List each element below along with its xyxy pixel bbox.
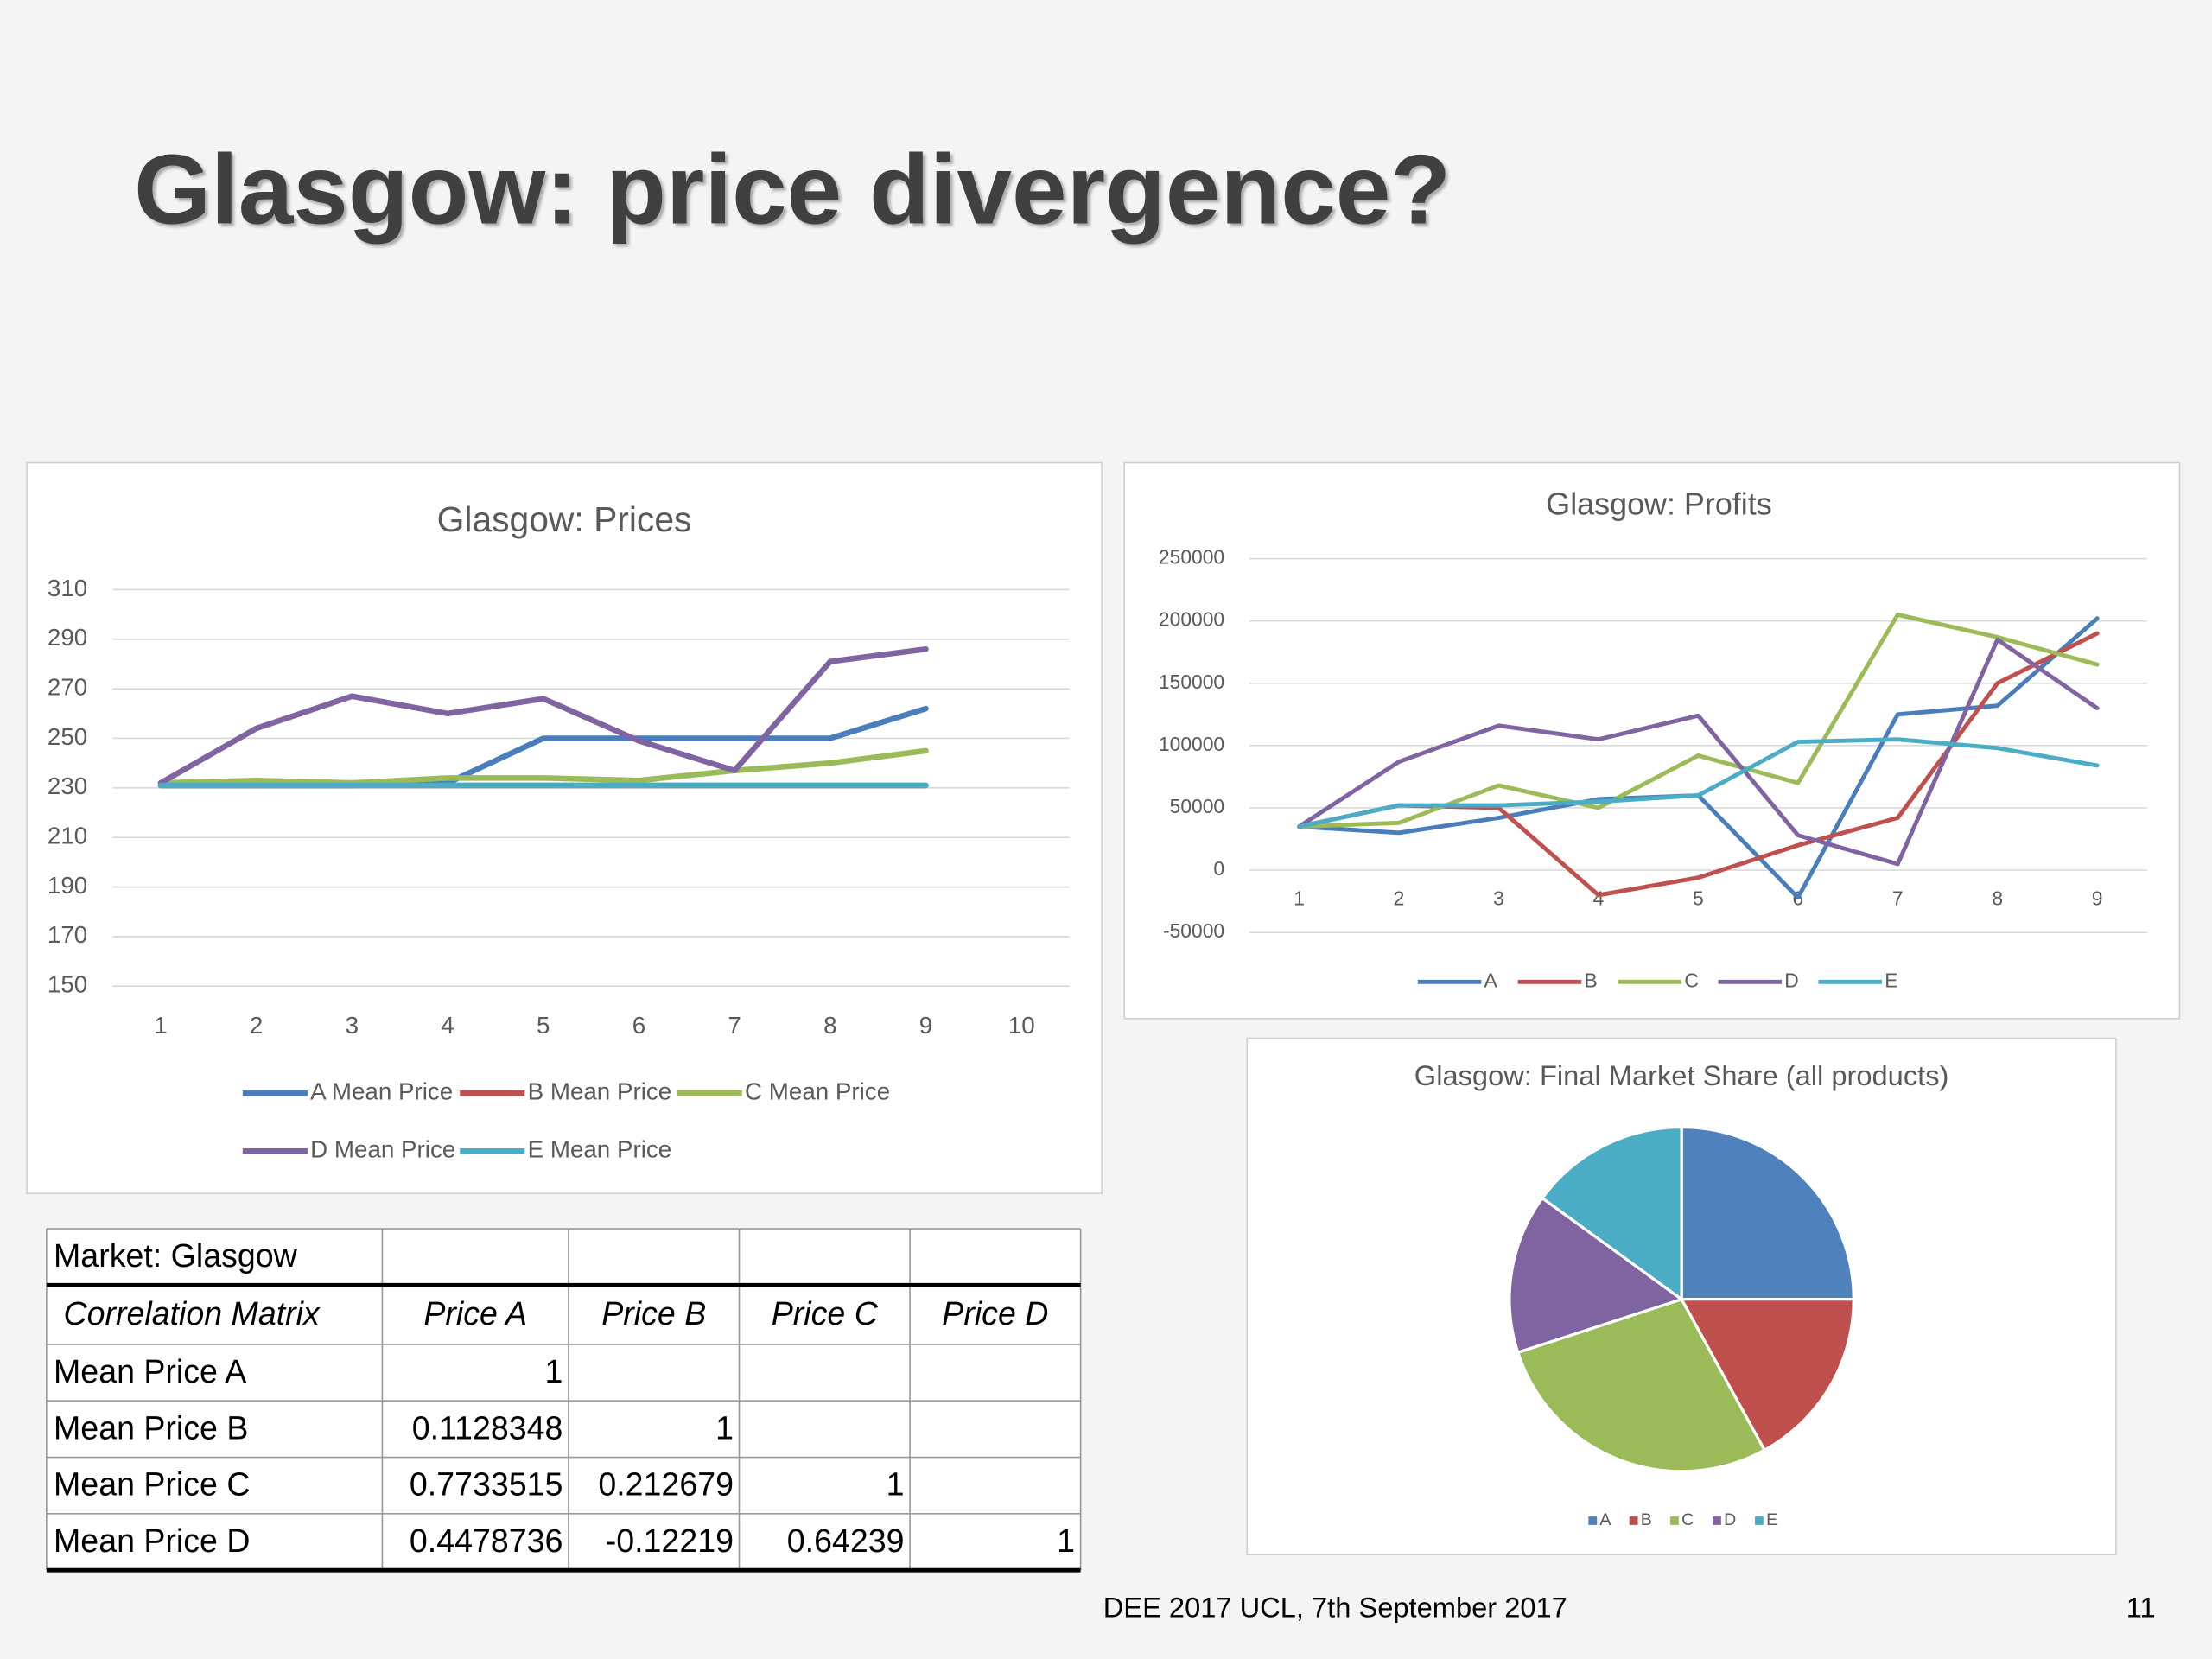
y-tick-label: 290 [48,624,87,651]
y-tick-label: 270 [48,673,87,700]
y-tick-label: 230 [48,772,87,799]
table-cell: 1 [545,1353,563,1389]
chart-title: Glasgow: Final Market Share (all product… [1414,1059,1949,1091]
legend-label: A [1484,969,1498,991]
x-tick-label: 2 [250,1012,263,1039]
x-tick-label: 10 [1008,1012,1035,1039]
column-header: Price D [942,1295,1048,1332]
x-tick-label: 4 [441,1012,454,1039]
slide-title: Glasgow: price divergence? [134,136,1451,245]
column-header: Price B [601,1295,706,1332]
table-cell: 1 [715,1409,734,1446]
x-tick-label: 3 [1493,887,1504,909]
legend-label: D [1724,1510,1736,1529]
legend-swatch [1629,1516,1638,1525]
y-tick-label: 310 [48,575,87,601]
pie-slice [1540,1125,1683,1302]
x-tick-label: 9 [919,1012,932,1039]
legend-label: B [1584,969,1597,991]
footer: DEE 2017 UCL, 7th September 2017 [1103,1591,1567,1623]
y-tick-label: 200000 [1159,608,1224,631]
table-cell: 0.212679 [598,1466,734,1503]
chart-title: Glasgow: Prices [437,499,692,539]
x-tick-label: 7 [1892,887,1904,909]
x-tick-label: 6 [632,1012,645,1039]
y-tick-label: 210 [48,823,87,849]
x-tick-label: 7 [728,1012,741,1039]
page-number: 11 [2126,1591,2156,1623]
y-tick-label: 50000 [1170,795,1225,817]
series-line [157,747,929,786]
chart-frame [1123,461,2181,1020]
legend-label: C [1684,969,1699,991]
y-tick-label: 150 [48,971,87,998]
x-tick-label: 2 [1394,887,1405,909]
row-label: Mean Price B [54,1409,248,1446]
x-tick-label: 1 [1294,887,1305,909]
legend-label: C [1681,1510,1694,1529]
legend-label: E Mean Price [528,1136,672,1163]
legend-label: A Mean Price [310,1078,453,1105]
x-tick-label: 9 [2092,887,2103,909]
table-cell: -0.12219 [606,1522,734,1559]
legend-label: E [1885,969,1897,991]
table-cell: 0.64239 [787,1522,905,1559]
table-cell: 0.7733515 [410,1466,563,1503]
table-cell: 0.4478736 [410,1522,563,1559]
column-header: Price A [423,1295,527,1332]
legend-swatch [1713,1516,1721,1525]
row-label: Mean Price C [54,1466,250,1503]
pie-slice [1508,1196,1685,1355]
row-label: Market: Glasgow [54,1237,298,1274]
column-header: Price C [772,1295,879,1332]
table-cell: 1 [1057,1522,1075,1559]
y-tick-label: 250000 [1159,546,1224,569]
x-tick-label: 8 [823,1012,836,1039]
table-cell: 1 [887,1466,905,1503]
row-label: Mean Price A [54,1353,246,1389]
series-line [1297,737,2100,830]
pie-slice [1679,1298,1855,1452]
y-tick-label: 250 [48,723,87,750]
legend-label: A [1599,1510,1611,1529]
legend-swatch [1588,1516,1598,1525]
series-line [1297,637,2100,867]
pie-slice [1680,1125,1855,1301]
x-tick-label: 5 [1693,887,1704,909]
legend-label: D Mean Price [310,1136,455,1163]
y-tick-label: 0 [1213,857,1224,880]
correlation-table: Market: Glasgow Correlation Matrix Price A… [46,1228,1082,1573]
y-tick-label: -50000 [1163,919,1224,942]
table-cell: 0.1128348 [412,1409,563,1446]
chart-title: Glasgow: Profits [1546,486,1771,522]
chart-frame [26,461,1103,1195]
row-label: Correlation Matrix [63,1295,321,1332]
y-tick-label: 100000 [1159,733,1224,755]
x-tick-label: 3 [346,1012,359,1039]
pie-slice [1516,1297,1767,1473]
legend-label: B Mean Price [528,1078,672,1105]
y-tick-label: 190 [48,872,87,899]
legend-label: C Mean Price [745,1078,890,1105]
legend-swatch [1755,1516,1764,1525]
row-label: Mean Price D [54,1522,250,1559]
legend-label: D [1784,969,1799,991]
series-line [157,645,929,786]
y-tick-label: 150000 [1159,671,1224,693]
series-line [1297,612,2100,830]
legend-label: E [1766,1510,1777,1529]
x-tick-label: 8 [1992,887,2003,909]
x-tick-label: 5 [537,1012,550,1039]
table-background [46,1229,1081,1571]
legend-swatch [1670,1516,1679,1525]
x-tick-label: 1 [154,1012,167,1039]
legend-label: B [1641,1510,1652,1529]
y-tick-label: 170 [48,921,87,948]
